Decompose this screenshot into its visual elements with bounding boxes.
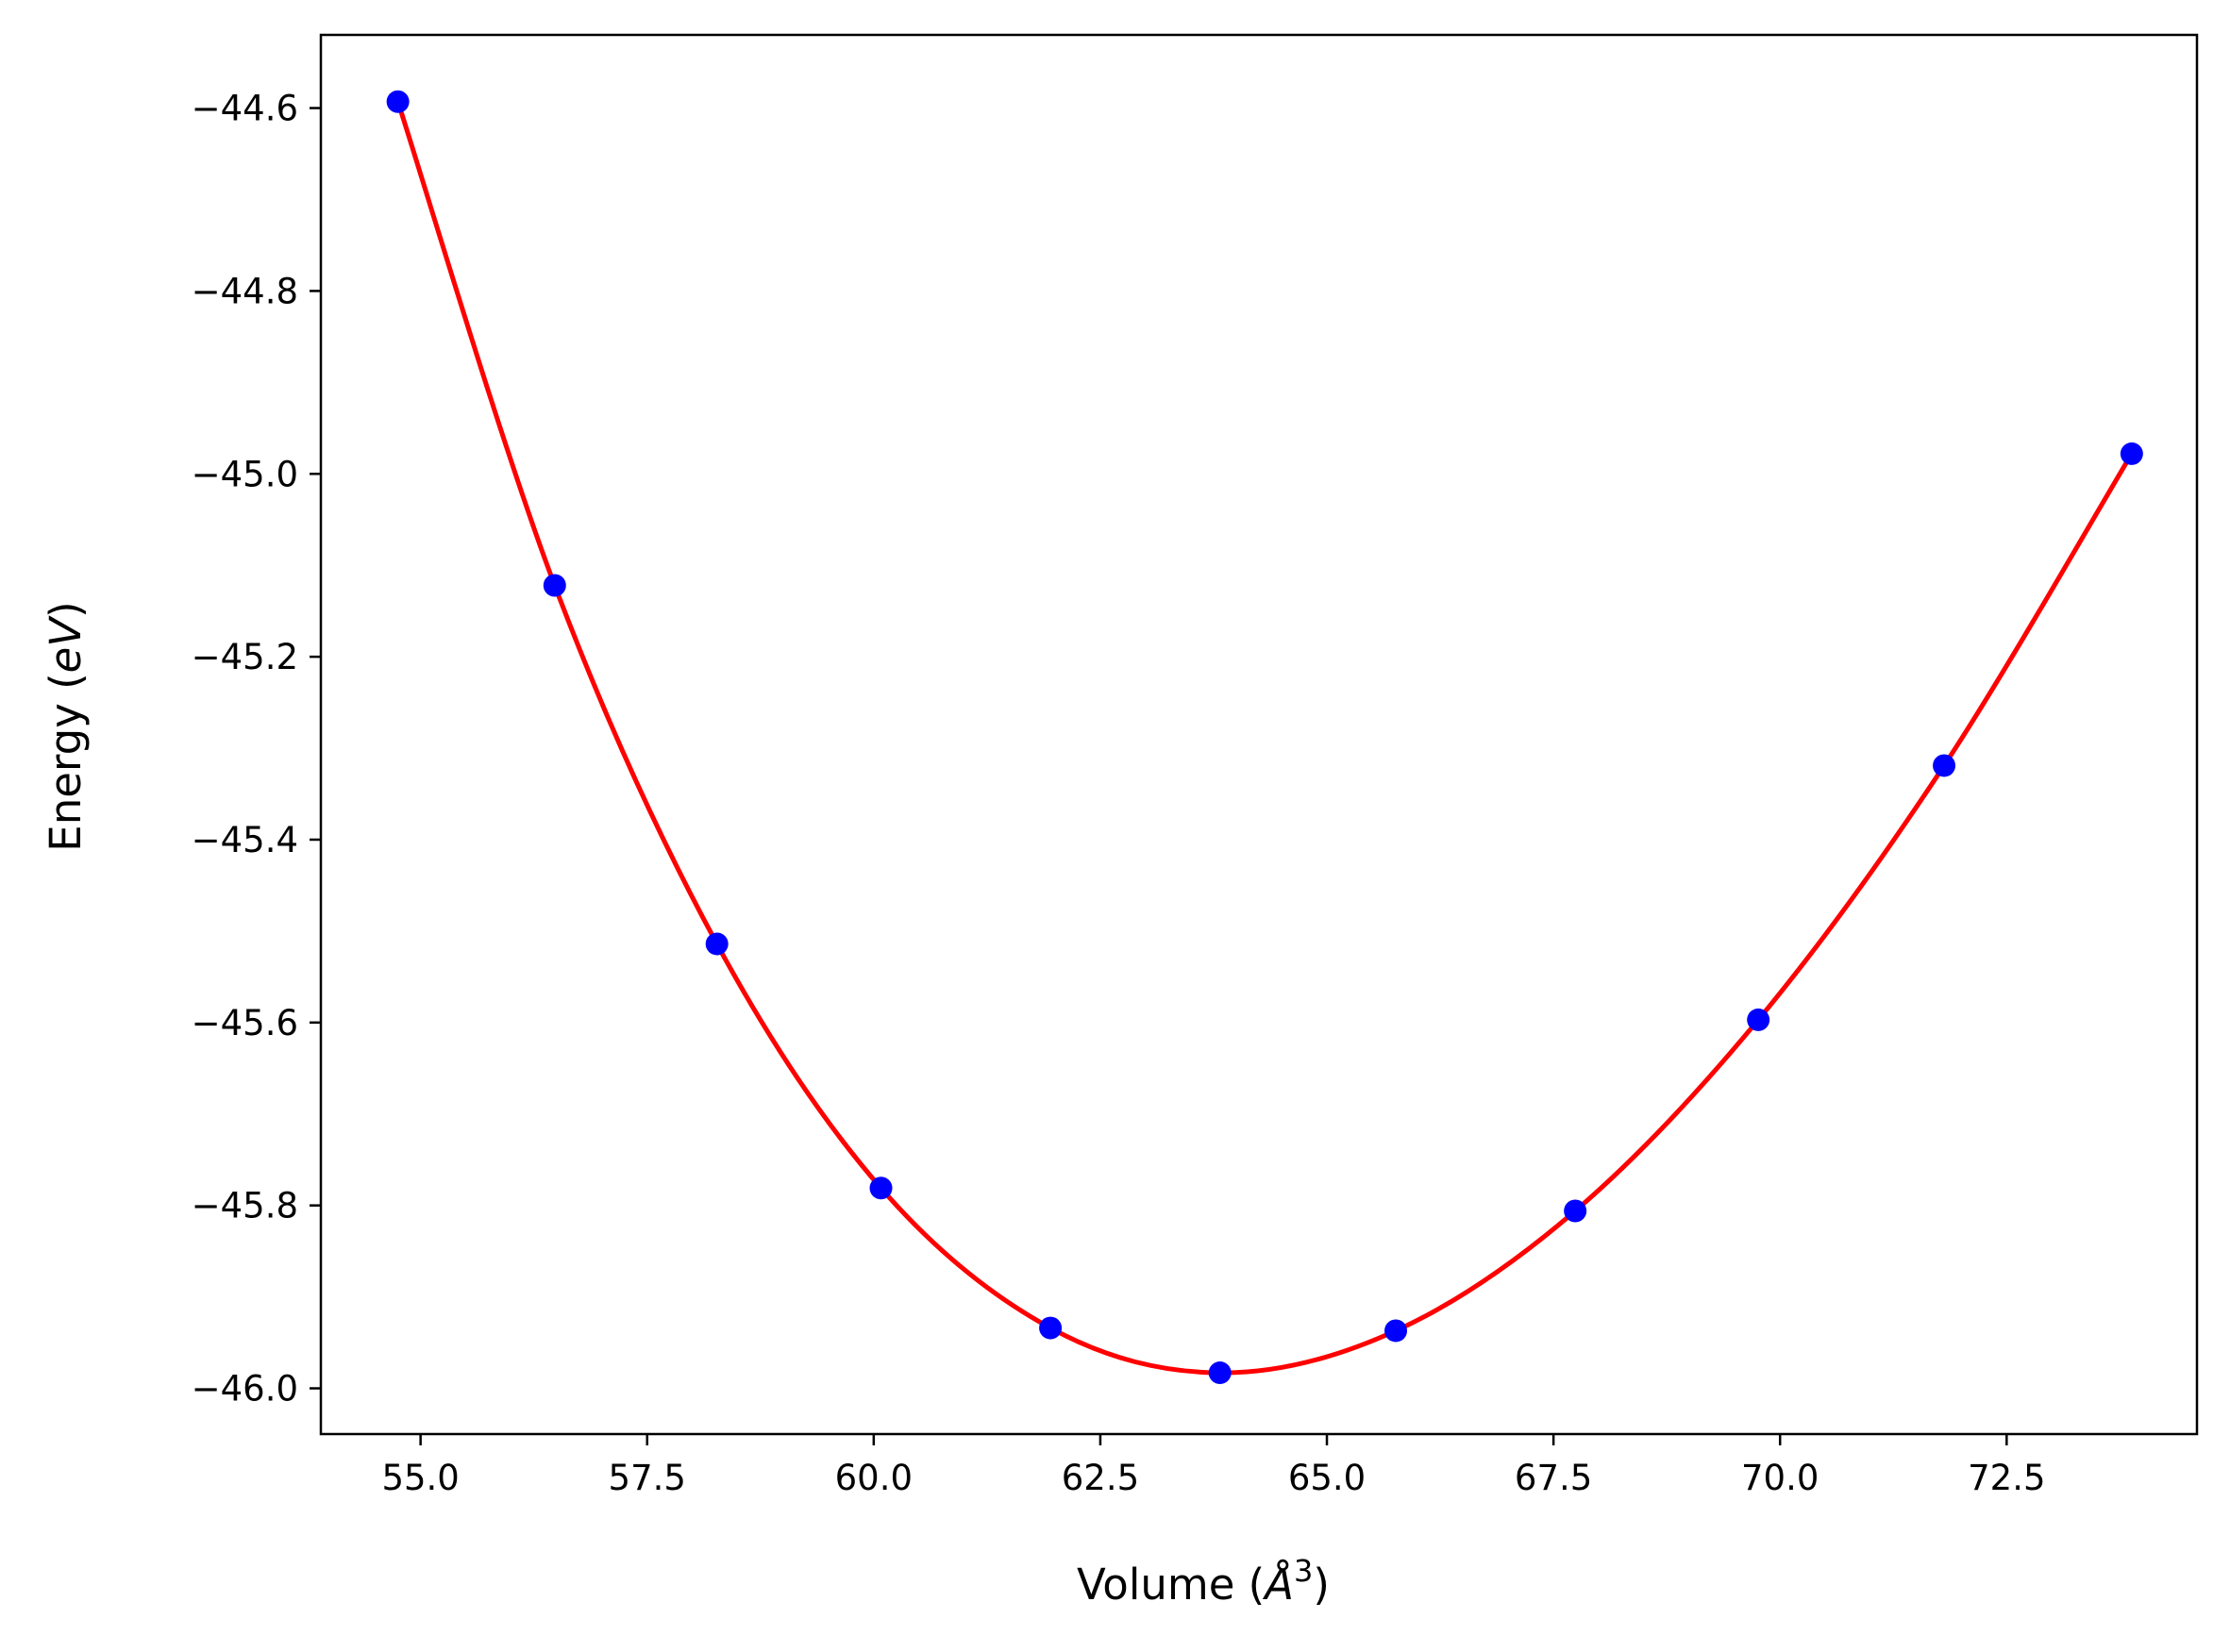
x-tick-label: 70.0 — [1741, 1458, 1819, 1498]
data-point — [1384, 1319, 1408, 1343]
y-tick-label: −44.8 — [192, 271, 298, 311]
data-point — [1747, 1008, 1770, 1031]
data-point — [1564, 1199, 1587, 1223]
data-point — [543, 574, 566, 597]
x-tick-label: 67.5 — [1515, 1458, 1592, 1498]
y-tick-label: −45.4 — [192, 820, 298, 860]
data-point — [1039, 1316, 1063, 1340]
y-axis-ticks: −44.6 −44.8 −45.0 −45.2 −45.4 −45.6 −45.8 −46.0 — [192, 89, 321, 1410]
data-point — [1933, 754, 1956, 777]
x-axis-label: Volume (Å3) — [1077, 1553, 1330, 1610]
data-point — [386, 90, 410, 113]
y-tick-label: −45.6 — [192, 1003, 298, 1043]
fit-curve-line — [395, 100, 2134, 1376]
fit-curve-layer — [395, 100, 2134, 1376]
data-point — [705, 932, 729, 956]
y-tick-label: −45.2 — [192, 637, 298, 677]
plot-frame — [319, 33, 2199, 1436]
y-tick-label: −44.6 — [192, 89, 298, 129]
x-tick-label: 57.5 — [609, 1458, 686, 1498]
x-tick-label: 62.5 — [1062, 1458, 1139, 1498]
x-axis-ticks: 55.0 57.5 60.0 62.5 65.0 67.5 70.0 72.5 — [381, 1434, 2046, 1498]
data-point — [1208, 1361, 1232, 1385]
x-tick-label: 60.0 — [835, 1458, 913, 1498]
y-tick-label: −45.8 — [192, 1186, 298, 1226]
x-tick-label: 55.0 — [381, 1458, 459, 1498]
y-tick-label: −45.0 — [192, 454, 298, 494]
y-axis-label: Energy (eV) — [41, 601, 91, 851]
data-point — [2120, 442, 2143, 465]
x-tick-label: 72.5 — [1968, 1458, 2045, 1498]
data-points-layer — [386, 90, 2143, 1385]
data-point — [869, 1176, 893, 1200]
y-tick-label: −46.0 — [192, 1369, 298, 1410]
x-tick-label: 65.0 — [1288, 1458, 1366, 1498]
